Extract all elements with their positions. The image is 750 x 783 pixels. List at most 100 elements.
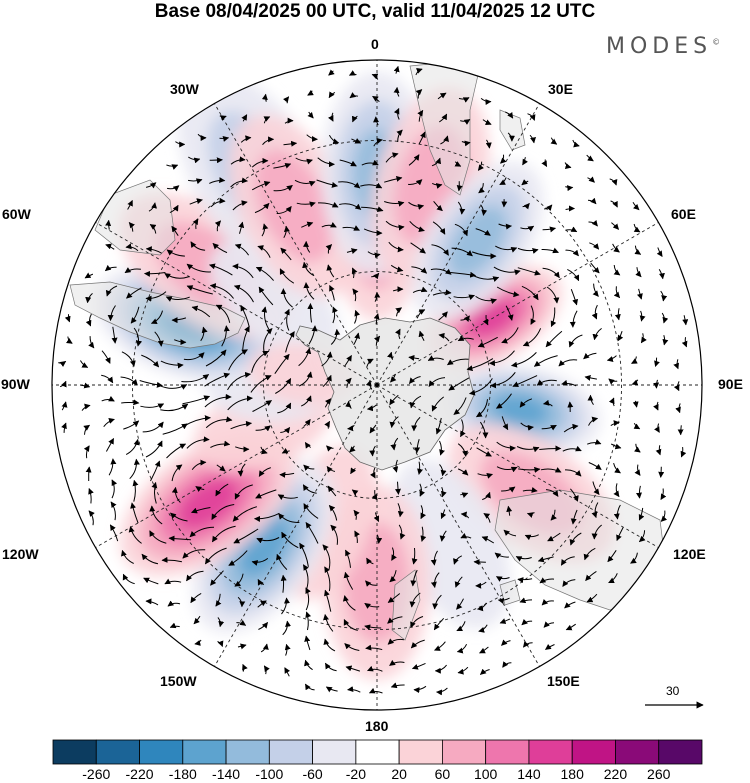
wind-vector bbox=[414, 439, 421, 454]
wind-vector bbox=[227, 371, 252, 391]
wind-vector bbox=[616, 527, 624, 542]
wind-vector bbox=[390, 437, 399, 451]
wind-vector bbox=[273, 185, 293, 192]
wind-vector bbox=[390, 264, 404, 273]
wind-vector bbox=[240, 135, 252, 143]
colorbar-swatch bbox=[139, 739, 184, 765]
wind-vector bbox=[300, 395, 312, 407]
wind-vector bbox=[165, 296, 190, 302]
wind-vector bbox=[453, 555, 463, 565]
wind-vector bbox=[181, 374, 210, 383]
wind-vector bbox=[385, 152, 399, 163]
wind-vector bbox=[410, 569, 418, 587]
wind-vector bbox=[583, 547, 596, 561]
wind-vector bbox=[457, 666, 469, 675]
meridian-line bbox=[376, 103, 540, 386]
wind-vector bbox=[524, 534, 539, 541]
wind-vector bbox=[482, 315, 489, 326]
wind-vector bbox=[317, 157, 335, 168]
wind-vector bbox=[483, 512, 491, 523]
colorbar-tick-label: 180 bbox=[560, 766, 584, 782]
wind-vector bbox=[276, 553, 288, 570]
wind-vector bbox=[541, 424, 557, 431]
wind-vector bbox=[520, 225, 535, 232]
wind-vector bbox=[411, 662, 426, 670]
wind-vector bbox=[83, 424, 90, 435]
wind-vector bbox=[141, 553, 159, 565]
wind-vector bbox=[480, 98, 492, 105]
wind-vector bbox=[517, 267, 541, 276]
wind-vector bbox=[304, 659, 313, 671]
wind-vector bbox=[482, 119, 492, 126]
wind-vector bbox=[675, 403, 681, 414]
wind-vector bbox=[494, 552, 509, 559]
wind-vector bbox=[617, 331, 624, 342]
wind-vector bbox=[496, 466, 518, 473]
wind-vector bbox=[348, 70, 357, 76]
wind-vector bbox=[634, 245, 642, 255]
wind-vector bbox=[673, 359, 679, 370]
wind-vector bbox=[658, 269, 665, 280]
wind-vector bbox=[186, 570, 204, 582]
wind-vector bbox=[541, 159, 548, 168]
wind-vector bbox=[477, 473, 493, 479]
wind-vector bbox=[101, 374, 114, 384]
wind-vector bbox=[631, 379, 639, 386]
wind-vector bbox=[193, 615, 201, 625]
wind-vector bbox=[85, 466, 92, 482]
wind-vector bbox=[342, 225, 360, 231]
wind-vector bbox=[501, 416, 509, 431]
wind-vector bbox=[294, 179, 316, 187]
wind-vector bbox=[123, 420, 140, 430]
wind-vector bbox=[192, 218, 199, 230]
wind-vector bbox=[387, 351, 394, 360]
wind-vector bbox=[522, 157, 528, 166]
label-lon-120e: 120E bbox=[673, 546, 706, 562]
wind-vector bbox=[505, 305, 514, 321]
wind-vector bbox=[189, 198, 203, 205]
wind-vector bbox=[654, 357, 660, 367]
colorbar-swatch bbox=[312, 739, 357, 765]
wind-vector bbox=[88, 336, 95, 349]
wind-vector bbox=[389, 394, 399, 406]
wind-vector bbox=[280, 574, 287, 593]
wind-vector bbox=[365, 380, 373, 390]
wind-vector bbox=[546, 286, 560, 304]
wind-vector bbox=[371, 490, 378, 501]
wind-vector bbox=[485, 139, 492, 149]
wind-vector bbox=[614, 308, 621, 321]
wind-vector bbox=[160, 403, 189, 412]
wind-vector bbox=[124, 267, 141, 274]
wind-vector bbox=[327, 485, 337, 497]
wind-vector bbox=[521, 618, 533, 626]
wind-vector bbox=[121, 549, 134, 564]
wind-vector bbox=[170, 512, 188, 522]
wind-vector bbox=[586, 593, 598, 603]
wind-vector bbox=[418, 131, 426, 145]
wind-vector bbox=[410, 616, 424, 629]
wind-vector bbox=[255, 489, 277, 499]
wind-vector bbox=[411, 547, 418, 565]
wind-vector bbox=[384, 200, 405, 207]
wind-vector bbox=[205, 416, 233, 429]
wind-vector bbox=[353, 332, 361, 346]
wind-vector bbox=[477, 602, 487, 612]
wind-vector bbox=[171, 464, 183, 482]
wind-vector bbox=[613, 462, 621, 474]
wind-vector bbox=[280, 288, 293, 308]
wind-vector bbox=[490, 372, 516, 389]
wind-vector bbox=[257, 245, 271, 258]
wind-vector bbox=[122, 573, 135, 585]
colorbar-swatch bbox=[441, 739, 487, 765]
wind-vector bbox=[166, 443, 187, 459]
wind-vector bbox=[304, 683, 315, 691]
wind-vector bbox=[302, 261, 315, 277]
wind-vector bbox=[278, 513, 300, 523]
wind-vector bbox=[523, 641, 533, 648]
wind-vector bbox=[550, 307, 557, 328]
wind-vector bbox=[527, 113, 536, 121]
wind-vector bbox=[460, 532, 472, 539]
wind-vector bbox=[471, 251, 497, 260]
wind-vector bbox=[105, 285, 118, 297]
wind-vector bbox=[326, 264, 335, 278]
